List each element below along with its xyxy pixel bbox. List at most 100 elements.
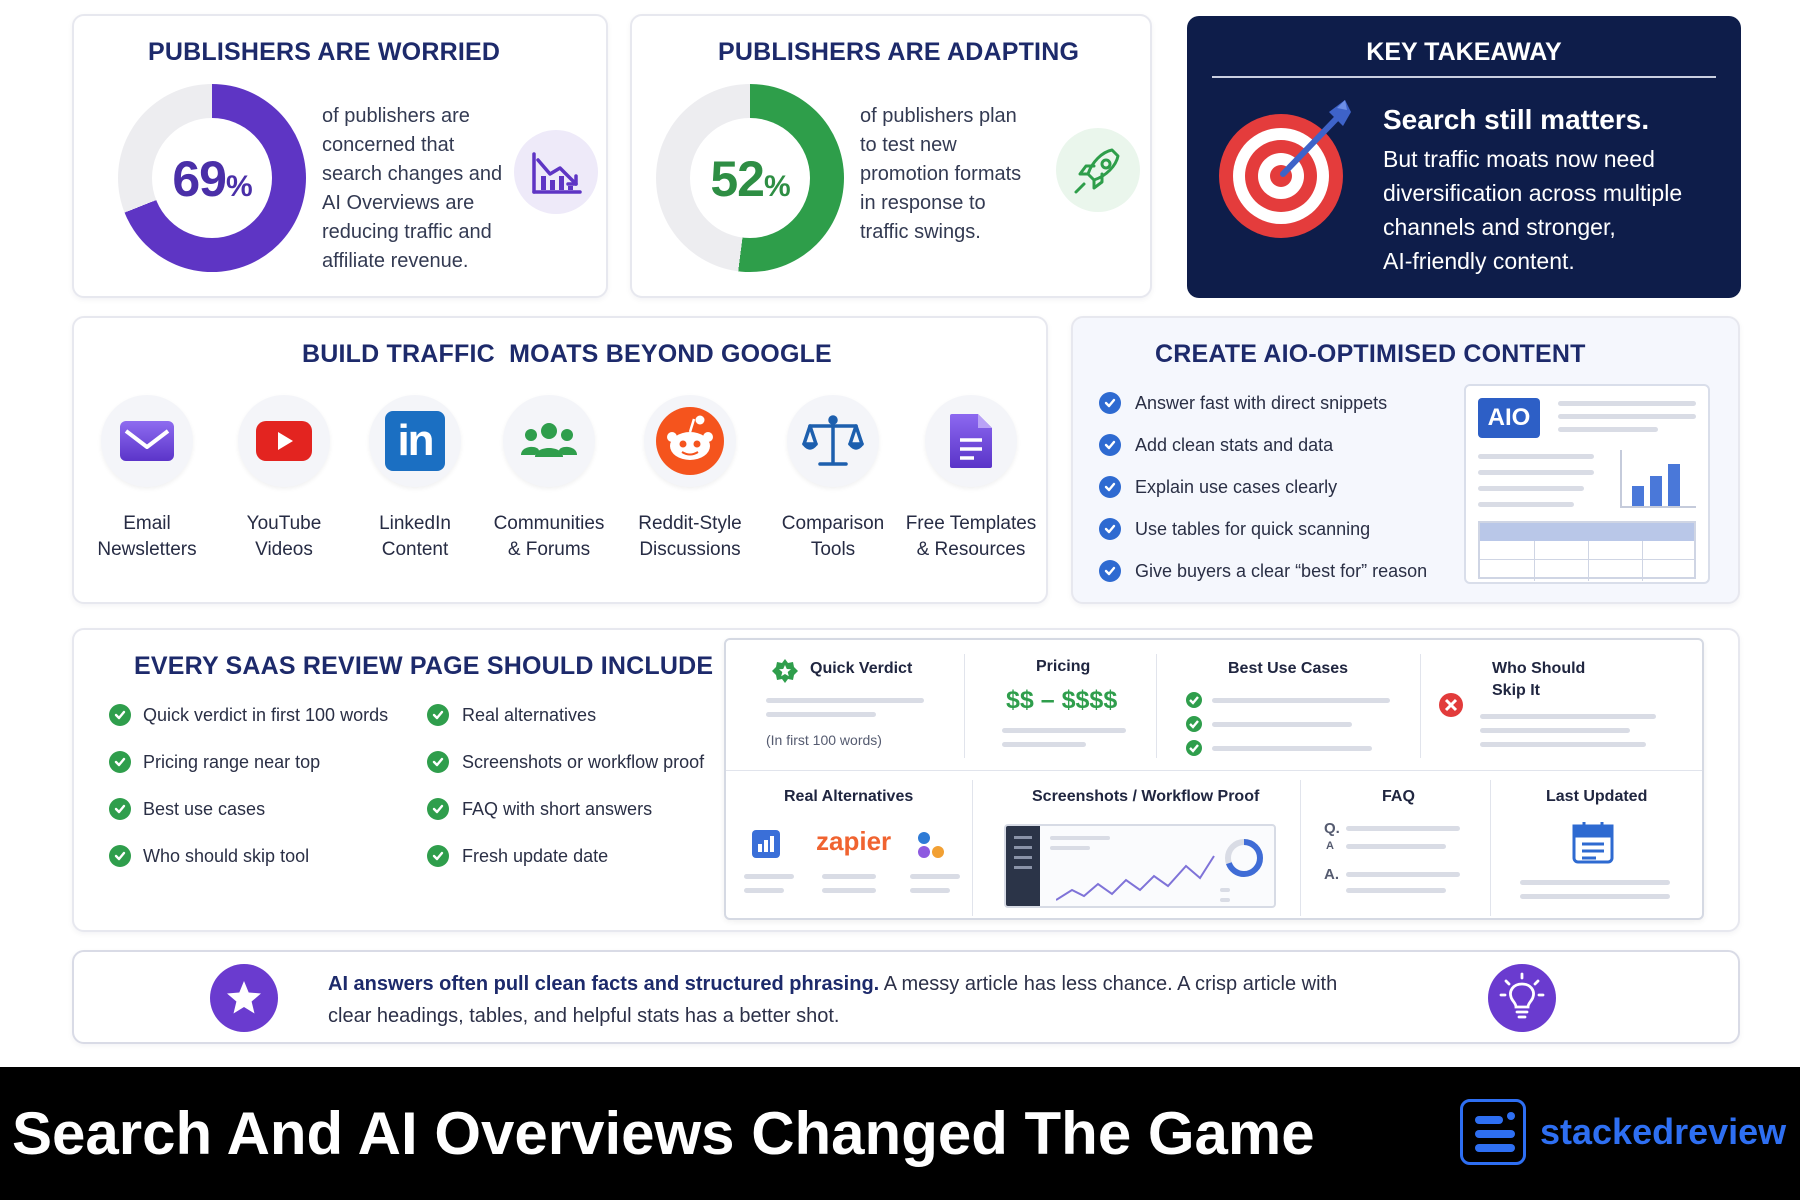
aio-check-icon [1099,518,1121,540]
moats-card: BUILD TRAFFIC MOATS BEYOND GOOGLE [72,316,1048,604]
last-updated-label: Last Updated [1546,788,1648,805]
aio-bar-chart-icon [1620,450,1696,508]
alternative-blocks-app-icon [918,832,948,858]
saas-check-icon [109,845,131,867]
saas-check-icon [109,798,131,820]
insight-banner: AI answers often pull clean facts and st… [72,950,1740,1044]
reddit-icon [644,395,736,487]
real-alternatives-label: Real Alternatives [784,788,914,805]
moat-communities-label: Communities & Forums [493,513,605,560]
pricing-range: $$ – $$$$ [1006,686,1118,714]
adapting-title: PUBLISHERS ARE ADAPTING [718,38,1080,66]
aio-title: CREATE AIO-OPTIMISED CONTENT [1155,340,1586,368]
moat-youtube: YouTube Videos [214,395,354,563]
adapting-card: PUBLISHERS ARE ADAPTING 52% of publisher… [630,14,1152,298]
saas-item: FAQ with short answers [462,799,653,819]
saas-check-icon [109,704,131,726]
aio-badge: AIO [1478,398,1540,438]
aio-item: Give buyers a clear “best for” reason [1135,561,1428,581]
moat-reddit-label: Reddit-Style Discussions [638,513,742,560]
best-use-cases-label: Best Use Cases [1228,660,1349,677]
pricing-label: Pricing [1036,658,1091,675]
footer-bar: Search And AI Overviews Changed The Game… [0,1067,1800,1200]
people-icon [503,395,595,487]
document-icon [925,395,1017,487]
saas-check-icon [109,751,131,773]
aio-check-icon [1099,434,1121,456]
key-takeaway-divider [1212,76,1716,78]
saas-item: Real alternatives [462,705,597,725]
moat-templates: Free Templates & Resources [901,395,1041,563]
faq-q: Q. [1324,820,1340,837]
aio-item: Use tables for quick scanning [1135,519,1371,539]
moat-linkedin: in LinkedIn Content [345,395,485,563]
use-case-check-2 [1186,716,1202,732]
moat-comparison: Comparison Tools [763,395,903,563]
aio-mockup: AIO [1464,384,1710,584]
banner-text: AI answers often pull clean facts and st… [328,973,1338,1027]
moat-templates-label: Free Templates & Resources [905,513,1037,560]
moat-youtube-label: YouTube Videos [246,513,322,560]
saas-item: Who should skip tool [143,846,310,866]
saas-item: Quick verdict in first 100 words [143,705,389,725]
review-page-mockup: Quick Verdict (In first 100 words) Prici… [724,638,1704,920]
target-icon [1213,92,1363,247]
who-should-skip-label: Who Should Skip It [1492,660,1586,699]
saas-item: Screenshots or workflow proof [462,752,705,772]
quick-verdict-note: (In first 100 words) [766,732,882,748]
skip-x-icon [1438,692,1464,723]
adapting-description: of publishers plan to test new promotion f… [860,105,1022,243]
worried-donut: 69% [118,84,306,272]
key-takeaway-title: KEY TAKEAWAY [1366,38,1562,66]
moat-linkedin-label: LinkedIn Content [379,513,451,560]
saas-check-icon [427,798,449,820]
saas-title: EVERY SAAS REVIEW PAGE SHOULD INCLUDE [134,652,714,680]
linkedin-icon: in [369,395,461,487]
aio-item: Answer fast with direct snippets [1135,393,1388,413]
aio-check-icon [1099,476,1121,498]
key-takeaway-card: KEY TAKEAWAY Search still matters. But t… [1187,16,1741,298]
worried-percent: 69% [172,151,252,207]
email-icon [101,395,193,487]
quick-verdict-label: Quick Verdict [810,660,913,677]
worried-card: PUBLISHERS ARE WORRIED 69% of publishers… [72,14,608,298]
key-takeaway-text: But traffic moats now need diversificatio… [1383,146,1683,274]
moat-communities: Communities & Forums [479,395,619,563]
rocket-icon [1056,128,1140,212]
aio-check-icon [1099,392,1121,414]
star-icon [210,964,278,1032]
youtube-icon [238,395,330,487]
aio-check-icon [1099,560,1121,582]
saas-item: Pricing range near top [143,752,321,772]
saas-check-icon [427,751,449,773]
faq-a: A. [1324,866,1339,883]
moat-email: Email Newsletters [77,395,217,563]
declining-chart-icon [514,130,598,214]
moats-title: BUILD TRAFFIC MOATS BEYOND GOOGLE [302,340,832,368]
adapting-donut: 52% [656,84,844,272]
moat-reddit: Reddit-Style Discussions [620,395,760,563]
use-case-check-1 [1186,692,1202,708]
footer-headline: Search And AI Overviews Changed The Game [12,1100,1315,1167]
saas-check-icon [427,704,449,726]
stackedreview-logo-icon [1460,1099,1526,1165]
workflow-screenshot-thumbnail [1004,824,1276,908]
moat-email-label: Email Newsletters [97,513,197,560]
use-case-check-3 [1186,740,1202,756]
saas-item: Fresh update date [462,846,609,866]
faq-a-small: A [1326,840,1334,852]
aio-table [1478,521,1696,581]
screenshots-label: Screenshots / Workflow Proof [1032,788,1260,805]
aio-item: Explain use cases clearly [1135,477,1338,497]
lightbulb-icon [1488,964,1556,1032]
key-takeaway-headline: Search still matters. [1383,104,1650,135]
alternative-chart-app-icon [752,830,780,858]
brand-name[interactable]: stackedreview [1540,1111,1787,1152]
moat-comparison-label: Comparison Tools [781,513,885,560]
adapting-percent: 52% [710,151,790,207]
calendar-icon [1572,820,1614,869]
zapier-logo: zapier [816,826,892,856]
scales-icon [787,395,879,487]
saas-check-icon [427,845,449,867]
aio-item: Add clean stats and data [1135,435,1334,455]
